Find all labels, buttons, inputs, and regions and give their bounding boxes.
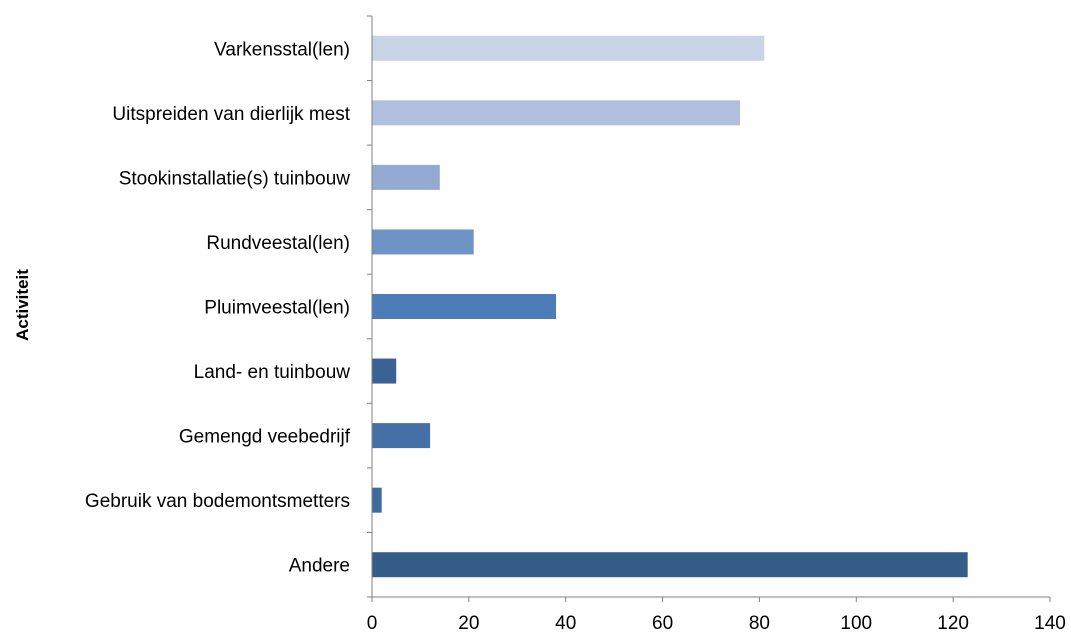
x-tick-label: 140 [1034, 613, 1066, 634]
y-axis-title: Activiteit [13, 269, 32, 341]
bar [372, 294, 557, 319]
bars-group [372, 35, 968, 578]
category-label: Varkensstal(len) [214, 39, 350, 60]
x-tick-label: 80 [749, 613, 770, 634]
x-tick-label: 100 [840, 613, 872, 634]
category-labels: Varkensstal(len) Uitspreiden van dierlijk… [85, 39, 351, 576]
x-axis-ticks: 0 20 40 60 80 100 120 140 [367, 597, 1066, 634]
x-tick-label: 20 [458, 613, 479, 634]
category-label: Stookinstallatie(s) tuinbouw [119, 168, 351, 189]
category-label: Gebruik van bodemontsmetters [85, 491, 350, 512]
bar [372, 100, 741, 126]
category-label: Uitspreiden van dierlijk mest [112, 104, 350, 125]
bar [372, 487, 382, 513]
bar [372, 229, 474, 255]
x-tick-label: 0 [367, 613, 378, 634]
category-label: Andere [289, 556, 350, 577]
bar [372, 35, 765, 61]
category-label: Gemengd veebedrijf [179, 427, 351, 448]
x-tick-label: 120 [937, 613, 969, 634]
y-axis-ticks [367, 15, 372, 598]
x-tick-label: 40 [555, 613, 576, 634]
bar [372, 552, 968, 578]
x-tick-label: 60 [652, 613, 673, 634]
bar [372, 358, 397, 384]
category-label: Pluimveestal(len) [204, 298, 350, 319]
bar [372, 164, 440, 190]
category-label: Land- en tuinbouw [194, 362, 351, 383]
category-label: Rundveestal(len) [206, 233, 350, 254]
bar [372, 423, 431, 449]
